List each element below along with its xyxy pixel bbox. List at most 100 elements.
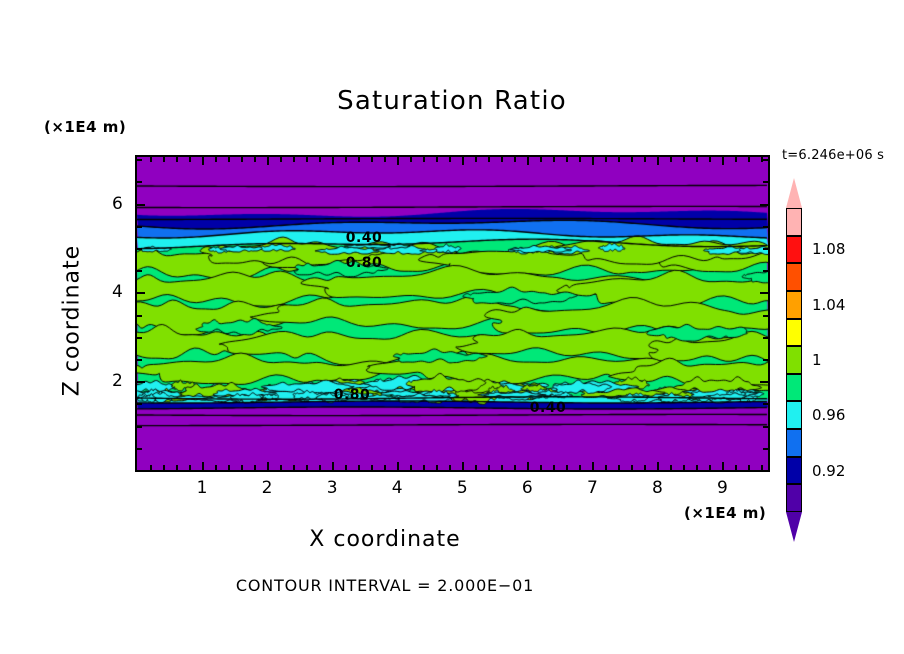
x-tick-minor	[761, 465, 764, 470]
y-tick-minor-right	[763, 336, 768, 339]
x-tick-minor	[423, 465, 426, 470]
x-tick-minor	[371, 465, 374, 470]
x-tick-minor	[488, 465, 491, 470]
colorbar-top-arrow	[786, 178, 802, 208]
y-axis-units-label: (×1E4 m)	[44, 118, 127, 136]
x-tick-label: 6	[521, 478, 533, 498]
x-tick-label: 2	[261, 478, 273, 498]
x-tick-major-top	[722, 157, 725, 165]
y-tick-minor	[137, 403, 142, 406]
y-tick-label: 6	[112, 193, 123, 214]
x-tick-major-top	[657, 157, 660, 165]
colorbar-tick-label: 0.96	[812, 406, 846, 425]
colorbar-band	[786, 346, 802, 374]
x-tick-minor	[735, 465, 738, 470]
x-tick-minor	[319, 465, 322, 470]
x-tick-minor-top	[241, 157, 244, 162]
x-tick-minor-top	[709, 157, 712, 162]
x-tick-minor	[449, 465, 452, 470]
x-tick-minor	[748, 465, 751, 470]
contour-plot-area: 0.40 0.80 0.80 0.40	[135, 155, 770, 472]
x-tick-minor-top	[449, 157, 452, 162]
x-tick-minor	[709, 465, 712, 470]
x-tick-minor	[215, 465, 218, 470]
x-tick-minor	[410, 465, 413, 470]
contour-line-label: 0.80	[333, 387, 371, 403]
x-tick-minor-top	[410, 157, 413, 162]
x-tick-minor-top	[670, 157, 673, 162]
x-tick-label: 4	[391, 478, 403, 498]
x-tick-minor-top	[319, 157, 322, 162]
x-tick-major-top	[462, 157, 465, 165]
x-tick-minor	[631, 465, 634, 470]
y-tick-minor-right	[763, 359, 768, 361]
x-tick-minor-top	[618, 157, 621, 162]
x-tick-minor-top	[748, 157, 751, 162]
x-tick-minor	[345, 465, 348, 470]
colorbar-band	[786, 429, 802, 457]
y-tick-minor	[137, 270, 142, 273]
y-tick-label: 2	[112, 371, 123, 392]
x-tick-major	[657, 462, 660, 470]
x-tick-label: 8	[651, 478, 663, 498]
x-tick-minor-top	[631, 157, 634, 162]
time-annotation: t=6.246e+06 s	[782, 148, 885, 163]
x-tick-major	[592, 462, 595, 470]
contour-line-label: 0.80	[345, 255, 383, 271]
x-tick-minor	[579, 465, 582, 470]
y-tick-major-right	[760, 381, 768, 384]
page-title: Saturation Ratio	[337, 86, 567, 116]
x-axis-units-label: (×1E4 m)	[684, 504, 767, 522]
x-tick-label: 7	[586, 478, 598, 498]
y-tick-minor-right	[763, 248, 768, 250]
y-tick-major	[137, 203, 145, 206]
y-tick-major-right	[760, 292, 768, 295]
x-tick-minor	[241, 465, 244, 470]
x-tick-major-top	[397, 157, 400, 165]
x-tick-minor	[384, 465, 387, 470]
y-tick-minor-right	[763, 425, 768, 428]
colorbar-band	[786, 484, 802, 512]
x-tick-minor-top	[501, 157, 504, 162]
colorbar-band	[786, 318, 802, 347]
x-tick-minor-top	[176, 157, 179, 162]
colorbar-band	[786, 373, 802, 402]
y-tick-minor-right	[763, 159, 768, 162]
contour-interval-note: CONTOUR INTERVAL = 2.000E−01	[235, 576, 535, 595]
x-tick-minor	[228, 465, 231, 470]
y-tick-minor	[137, 359, 142, 361]
x-tick-minor-top	[553, 157, 556, 162]
x-tick-major-top	[592, 157, 595, 165]
x-tick-minor	[618, 465, 621, 470]
x-tick-minor-top	[384, 157, 387, 162]
x-tick-major-top	[267, 157, 270, 165]
x-tick-minor-top	[358, 157, 361, 162]
y-tick-minor	[137, 447, 142, 450]
x-tick-minor	[683, 465, 686, 470]
x-tick-minor	[436, 465, 439, 470]
colorbar-tick-label: 1.08	[812, 240, 846, 259]
x-tick-minor	[605, 465, 608, 470]
x-tick-minor-top	[436, 157, 439, 162]
y-tick-minor	[137, 181, 142, 184]
colorbar-band	[786, 401, 802, 430]
x-tick-minor-top	[696, 157, 699, 162]
x-tick-minor	[696, 465, 699, 470]
y-tick-minor-right	[763, 270, 768, 273]
x-tick-minor	[163, 465, 166, 470]
y-tick-major	[137, 292, 145, 295]
x-tick-minor	[670, 465, 673, 470]
x-tick-minor-top	[761, 157, 764, 162]
x-tick-major	[397, 462, 400, 470]
x-tick-minor	[150, 465, 152, 470]
x-tick-major	[332, 462, 335, 470]
x-tick-minor-top	[189, 157, 192, 162]
x-tick-minor-top	[566, 157, 569, 162]
x-tick-minor-top	[605, 157, 608, 162]
x-tick-minor	[293, 465, 296, 470]
contour-line-label: 0.40	[529, 400, 567, 416]
x-tick-minor	[358, 465, 361, 470]
colorbar-band	[786, 208, 802, 236]
contour-line-label: 0.40	[345, 230, 383, 246]
x-tick-minor-top	[254, 157, 257, 162]
